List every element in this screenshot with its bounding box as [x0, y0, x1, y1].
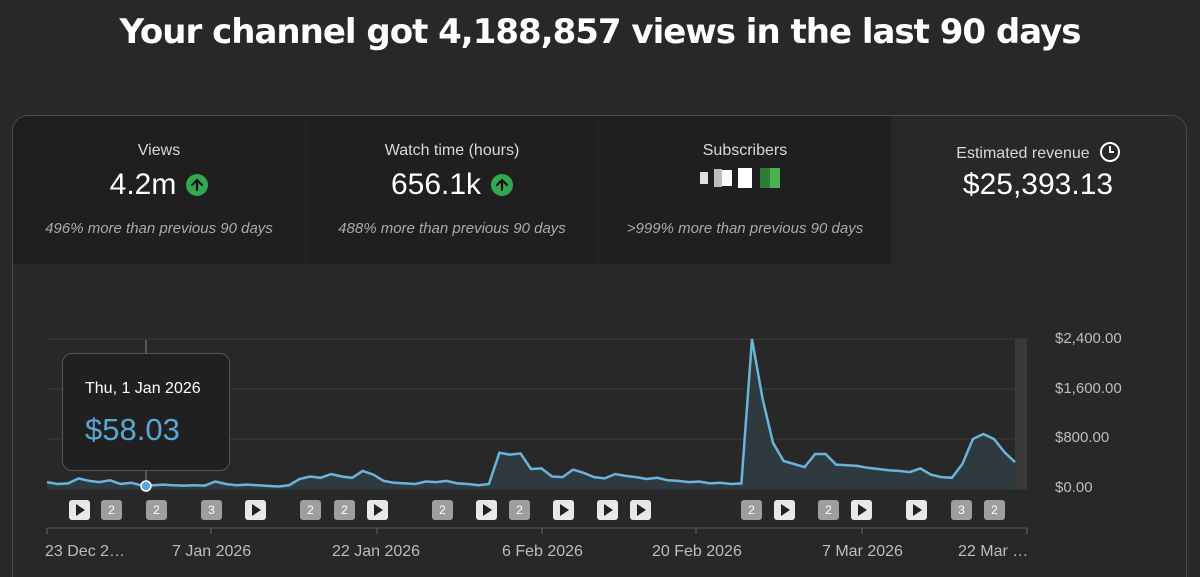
video-marker-count[interactable]: 2: [818, 500, 839, 520]
metric-tab-subscribers[interactable]: Subscribers >999% more than previous 90 …: [599, 116, 892, 264]
metric-label: Subscribers: [702, 142, 788, 159]
metric-value: 4.2m: [13, 168, 305, 202]
video-marker-play-icon[interactable]: [476, 500, 497, 520]
watch-time-value: 656.1k: [390, 168, 482, 201]
metric-tab-watch-time[interactable]: Watch time (hours) 656.1k 488% more than…: [306, 116, 599, 264]
video-marker-count[interactable]: 2: [334, 500, 355, 520]
video-marker-play-icon[interactable]: [69, 500, 90, 520]
metric-tab-views[interactable]: Views 4.2m 496% more than previous 90 da…: [13, 116, 306, 264]
chart-tooltip: Thu, 1 Jan 2026 $58.03: [62, 353, 230, 471]
revenue-line: [46, 338, 1016, 488]
y-tick-label: $1,600.00: [1055, 380, 1122, 397]
views-value: 4.2m: [109, 168, 177, 201]
chart-end-band: [1015, 339, 1027, 489]
video-marker-count[interactable]: 2: [984, 500, 1005, 520]
y-tick-label: $2,400.00: [1055, 330, 1122, 347]
metric-value: $25,393.13: [892, 168, 1184, 202]
metric-label: Estimated revenue: [892, 142, 1184, 163]
page-headline: Your channel got 4,188,857 views in the …: [119, 12, 1081, 52]
x-tick-label: 22 Mar …: [958, 543, 1029, 560]
metric-value: 656.1k: [306, 168, 598, 202]
tooltip-value: $58.03: [85, 412, 180, 447]
y-tick-label: $0.00: [1055, 479, 1093, 496]
revenue-label: Estimated revenue: [956, 145, 1090, 162]
metric-value: [599, 168, 891, 188]
x-tick-label: 20 Feb 2026: [652, 543, 742, 560]
video-marker-count[interactable]: 2: [741, 500, 762, 520]
arrow-up-icon: [491, 174, 514, 196]
video-marker-play-icon[interactable]: [553, 500, 574, 520]
video-marker-count[interactable]: 2: [300, 500, 321, 520]
metric-compare: 488% more than previous 90 days: [338, 220, 566, 237]
clock-icon: [1099, 142, 1120, 162]
revenue-value: $25,393.13: [962, 168, 1114, 201]
video-marker-count[interactable]: 3: [201, 500, 222, 520]
metric-label: Watch time (hours): [384, 142, 520, 159]
metric-compare: 496% more than previous 90 days: [45, 220, 273, 237]
metric-tabs: Views 4.2m 496% more than previous 90 da…: [13, 116, 1185, 264]
video-marker-play-icon[interactable]: [851, 500, 872, 520]
y-tick-label: $800.00: [1055, 429, 1110, 446]
x-tick-label: 7 Mar 2026: [822, 543, 903, 560]
redacted-subscriber-count: [700, 168, 780, 188]
video-marker-play-icon[interactable]: [245, 500, 266, 520]
metric-compare: >999% more than previous 90 days: [626, 220, 864, 237]
metric-tab-revenue[interactable]: Estimated revenue $25,393.13: [892, 116, 1185, 264]
video-marker-count[interactable]: 2: [509, 500, 530, 520]
video-marker-count[interactable]: 2: [432, 500, 453, 520]
video-marker-play-icon[interactable]: [906, 500, 927, 520]
hover-point[interactable]: [140, 480, 152, 492]
video-marker-play-icon[interactable]: [367, 500, 388, 520]
x-tick-label: 23 Dec 2…: [45, 543, 126, 560]
revenue-area: [47, 339, 1015, 489]
arrow-up-icon: [186, 174, 209, 196]
metric-label: Views: [137, 142, 181, 159]
video-marker-play-icon[interactable]: [774, 500, 795, 520]
x-tick-label: 7 Jan 2026: [172, 543, 252, 560]
video-marker-count[interactable]: 3: [951, 500, 972, 520]
video-marker-count[interactable]: 2: [146, 500, 167, 520]
x-tick-label: 22 Jan 2026: [332, 543, 421, 560]
video-marker-play-icon[interactable]: [597, 500, 618, 520]
video-marker-count[interactable]: 2: [101, 500, 122, 520]
tooltip-date: Thu, 1 Jan 2026: [85, 380, 201, 397]
x-tick-label: 6 Feb 2026: [502, 543, 583, 560]
video-marker-play-icon[interactable]: [630, 500, 651, 520]
